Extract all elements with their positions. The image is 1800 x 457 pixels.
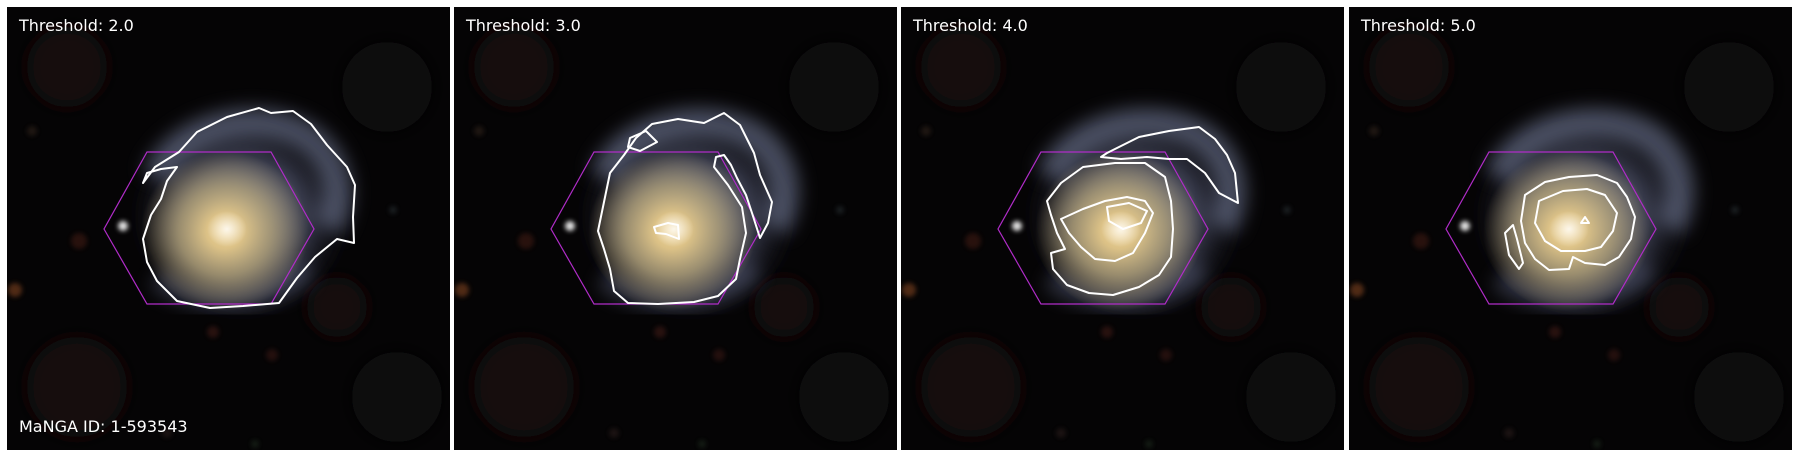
background-star bbox=[1283, 206, 1291, 214]
background-star bbox=[389, 206, 397, 214]
sky-noise bbox=[307, 277, 367, 337]
galaxy-core bbox=[207, 211, 247, 247]
galaxy-image bbox=[901, 7, 1344, 450]
sky-noise bbox=[754, 277, 814, 337]
ifu-hexagon-icon bbox=[997, 151, 1209, 305]
sky-noise bbox=[474, 27, 554, 107]
background-star bbox=[1504, 428, 1514, 438]
sky-noise bbox=[921, 27, 1001, 107]
background-star bbox=[474, 126, 484, 136]
background-star bbox=[1012, 221, 1022, 231]
threshold-contour bbox=[597, 112, 773, 305]
background-star bbox=[162, 428, 172, 438]
threshold-contour bbox=[1100, 126, 1239, 204]
background-star bbox=[518, 233, 534, 249]
background-star bbox=[251, 440, 259, 448]
sky-noise bbox=[921, 337, 1021, 437]
background-star bbox=[609, 428, 619, 438]
sky-noise bbox=[1694, 352, 1784, 442]
threshold-label: Threshold: 5.0 bbox=[1361, 16, 1476, 35]
sky-noise bbox=[352, 352, 442, 442]
background-star bbox=[1608, 349, 1620, 361]
threshold-label: Threshold: 4.0 bbox=[913, 16, 1028, 35]
galaxy-image bbox=[1349, 7, 1792, 450]
sky-noise bbox=[1649, 277, 1709, 337]
galaxy-core bbox=[1549, 211, 1589, 247]
galaxy-core bbox=[654, 211, 694, 247]
background-star bbox=[698, 440, 706, 448]
sky-noise bbox=[27, 337, 127, 437]
background-star bbox=[902, 283, 916, 297]
threshold-contour bbox=[1580, 216, 1590, 224]
background-star bbox=[921, 126, 931, 136]
ifu-hexagon-icon bbox=[1445, 151, 1657, 305]
galaxy-image bbox=[7, 7, 450, 450]
panel-threshold-5: Threshold: 5.0 bbox=[1349, 7, 1792, 450]
threshold-contour bbox=[653, 222, 680, 240]
threshold-contour bbox=[1046, 162, 1174, 296]
spiral-arm bbox=[1037, 108, 1247, 236]
galaxy-image bbox=[454, 7, 897, 450]
threshold-contour bbox=[1520, 174, 1636, 271]
sky-noise bbox=[1236, 42, 1326, 132]
threshold-contour bbox=[627, 130, 658, 152]
background-star bbox=[1160, 349, 1172, 361]
background-star bbox=[118, 221, 128, 231]
background-star bbox=[965, 233, 981, 249]
background-star bbox=[207, 326, 219, 338]
threshold-contour bbox=[1106, 202, 1148, 230]
background-star bbox=[1549, 326, 1561, 338]
background-star bbox=[455, 283, 469, 297]
background-star bbox=[1593, 440, 1601, 448]
background-star bbox=[1413, 233, 1429, 249]
panel-threshold-2: Threshold: 2.0 MaNGA ID: 1-593543 bbox=[7, 7, 450, 450]
sky-noise bbox=[27, 27, 107, 107]
background-star bbox=[836, 206, 844, 214]
ifu-hexagon-icon bbox=[550, 151, 762, 305]
threshold-label: Threshold: 2.0 bbox=[19, 16, 134, 35]
spiral-arm bbox=[1485, 108, 1695, 236]
background-star bbox=[266, 349, 278, 361]
threshold-label: Threshold: 3.0 bbox=[466, 16, 581, 35]
background-star bbox=[27, 126, 37, 136]
background-star bbox=[1460, 221, 1470, 231]
sky-noise bbox=[1369, 337, 1469, 437]
background-star bbox=[654, 326, 666, 338]
sky-noise bbox=[474, 337, 574, 437]
manga-id-label: MaNGA ID: 1-593543 bbox=[19, 417, 188, 436]
background-star bbox=[713, 349, 725, 361]
background-star bbox=[1145, 440, 1153, 448]
background-star bbox=[1350, 283, 1364, 297]
background-star bbox=[1101, 326, 1113, 338]
threshold-contour bbox=[1504, 224, 1524, 270]
sky-noise bbox=[1684, 42, 1774, 132]
threshold-contour bbox=[142, 107, 356, 309]
sky-noise bbox=[1369, 27, 1449, 107]
threshold-contour bbox=[1060, 196, 1154, 262]
panel-threshold-4: Threshold: 4.0 bbox=[901, 7, 1344, 450]
spiral-arm bbox=[143, 108, 353, 236]
panel-threshold-3: Threshold: 3.0 bbox=[454, 7, 897, 450]
background-star bbox=[8, 283, 22, 297]
background-star bbox=[1369, 126, 1379, 136]
sky-noise bbox=[789, 42, 879, 132]
background-star bbox=[565, 221, 575, 231]
background-star bbox=[71, 233, 87, 249]
sky-noise bbox=[799, 352, 889, 442]
threshold-contour bbox=[1534, 188, 1618, 252]
sky-noise bbox=[342, 42, 432, 132]
background-star bbox=[1056, 428, 1066, 438]
background-star bbox=[1731, 206, 1739, 214]
sky-noise bbox=[1201, 277, 1261, 337]
sky-noise bbox=[1246, 352, 1336, 442]
